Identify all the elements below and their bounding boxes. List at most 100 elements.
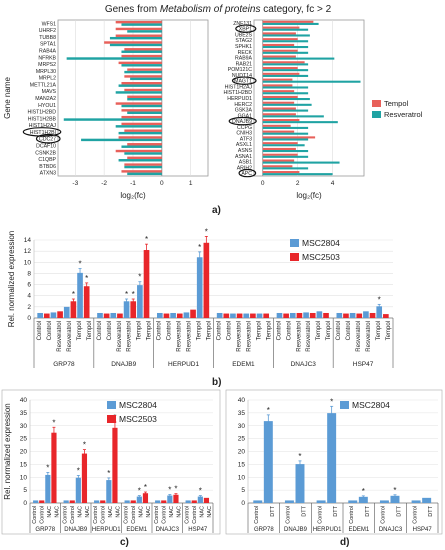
- bar-dnajb9-msc2804: [75, 477, 81, 503]
- bar-grp78-msc2804: [77, 272, 83, 318]
- bar-SPTA1-tempol: [104, 41, 162, 44]
- bar-STAG2-resveratrol: [262, 40, 309, 43]
- legend-label-msc2503: MSC2503: [119, 414, 157, 424]
- condition-label: NAC: [85, 506, 91, 518]
- gene-label: CSNK2B: [35, 150, 56, 156]
- gene-label: ATF3: [240, 136, 252, 142]
- legend-swatch-msc2804: [107, 401, 116, 409]
- bar-hsp47-msc2804: [197, 496, 203, 503]
- legend-swatch-msc2804: [290, 239, 299, 247]
- gene-label: ARIH2: [237, 165, 252, 171]
- bar-herpud1-msc2804: [183, 312, 190, 318]
- group-label: EDEM1: [126, 527, 147, 533]
- chart-d: 0 5 10 15 20 25 30 35 40 * Control DTT GRP78 * Control…: [225, 389, 443, 535]
- y-tick-label: 15: [238, 461, 246, 468]
- y-tick-label: 40: [20, 397, 28, 404]
- bar-dnajb9-msc2804: [295, 464, 305, 503]
- circle-highlight: [22, 127, 62, 137]
- gene-label: MRPS2: [38, 62, 56, 68]
- bar-dnajb9-msc2503: [81, 453, 88, 503]
- gene-label: RAB21: [236, 61, 253, 67]
- bar-grp78-msc2503: [43, 313, 50, 318]
- condition-label: Tempol: [256, 321, 262, 340]
- legend-swatch-tempol: [372, 100, 381, 107]
- panel-label-b: b): [212, 377, 221, 388]
- legend-label-msc2503: MSC2503: [302, 252, 340, 262]
- bar-HERC2-resveratrol: [262, 103, 312, 106]
- condition-label: Control: [226, 321, 232, 340]
- bar-hsp47-msc2804: [336, 312, 343, 318]
- gene-label: ASNS: [238, 148, 253, 154]
- bar-CNIH3-tempol: [262, 130, 295, 133]
- bar-edem1-msc2503: [236, 313, 243, 318]
- significance-star: *: [362, 487, 365, 496]
- condition-label: Control: [37, 321, 43, 340]
- bar-MRPS2-tempol: [118, 61, 162, 65]
- bar-herpud1-msc2503: [112, 427, 118, 503]
- bar-edem1-msc2503: [250, 313, 256, 318]
- gene-label: UBE2S: [235, 32, 253, 38]
- bar-APC-tempol: [262, 171, 300, 174]
- y-tick-label: 0: [241, 500, 245, 507]
- bar-HIST1H2BB-tempol: [121, 115, 162, 119]
- gene-label: HIST1H2AJ: [225, 84, 253, 90]
- bar-hsp47-msc2503: [191, 500, 197, 503]
- group-label: HSP47: [413, 527, 433, 533]
- condition-label: Control: [254, 506, 260, 524]
- bar-herpud1-msc2804: [170, 312, 176, 318]
- bar-CSNK2B-tempol: [115, 149, 162, 153]
- bar-ASXL1-resveratrol: [262, 144, 305, 147]
- bar-ASXL1-tempol: [262, 142, 298, 145]
- condition-label: Resveratrol: [306, 321, 312, 352]
- gene-label: GSK3A: [235, 108, 253, 114]
- gene-label: RAB9A: [235, 56, 253, 62]
- x-tick-label: 4: [331, 180, 335, 187]
- condition-label: NAC: [55, 506, 61, 518]
- gene-label: DCAF10: [36, 143, 56, 149]
- bar-herpud1-msc2804: [316, 500, 326, 503]
- bar-edem1-msc2804: [348, 500, 358, 503]
- gene-label: HIST1H2BI: [30, 130, 56, 136]
- condition-label: NAC: [116, 506, 122, 518]
- group-label: EDEM1: [348, 527, 369, 533]
- gene-label: RAB4A: [39, 49, 57, 55]
- x-axis-label: log₂(fc): [296, 191, 322, 200]
- condition-label: Tempol: [266, 321, 272, 340]
- y-tick-label: 0: [23, 500, 27, 507]
- condition-label: Control: [192, 506, 198, 524]
- bar-dnajc3-msc2804: [289, 312, 296, 318]
- bar-edem1-msc2503: [263, 313, 270, 318]
- y-tick-label: 5: [23, 487, 27, 494]
- condition-label: Control: [93, 506, 99, 524]
- group-label: GRP78: [53, 361, 75, 368]
- x-tick-label: 0: [261, 180, 265, 187]
- bar-MRPS2-resveratrol: [121, 64, 162, 67]
- chart-c: 0 5 10 15 20 25 30 35 40 Rel. normalized expressi…: [1, 389, 221, 535]
- bar-hsp47-msc2503: [203, 497, 210, 503]
- y-axis-label: Rel. normalized expression: [7, 231, 16, 328]
- gene-label: SPTA1: [40, 42, 56, 48]
- bar-RAB4A-resveratrol: [121, 50, 162, 53]
- bar-ATXN3-resveratrol: [127, 172, 162, 176]
- legend-label-msc2804: MSC2804: [302, 238, 340, 248]
- bar-DCAF10-resveratrol: [121, 145, 162, 148]
- bar-hsp47-msc2804: [185, 500, 191, 503]
- significance-star: *: [52, 418, 55, 427]
- bar-hsp47-msc2503: [356, 313, 363, 318]
- condition-label: Resveratrol: [296, 321, 302, 352]
- y-tick-label: 4: [27, 293, 31, 300]
- bar-ASNS-resveratrol: [262, 150, 309, 153]
- bar-hsp47-msc2503: [369, 312, 376, 318]
- bar-ASB1-resveratrol: [262, 161, 340, 164]
- gene-label: METTL21A: [30, 82, 57, 88]
- bar-dnajb9-msc2503: [103, 313, 110, 318]
- condition-label: Control: [32, 506, 38, 524]
- bar-grp78-msc2804: [63, 306, 70, 318]
- group-label: DNAJB9: [64, 527, 88, 533]
- condition-label: NAC: [108, 506, 114, 518]
- gene-label: UHRF2: [39, 28, 56, 34]
- x-tick-label: 1: [189, 180, 193, 187]
- significance-star: *: [205, 227, 208, 236]
- bar-HIST1H2BD-resveratrol: [262, 92, 309, 95]
